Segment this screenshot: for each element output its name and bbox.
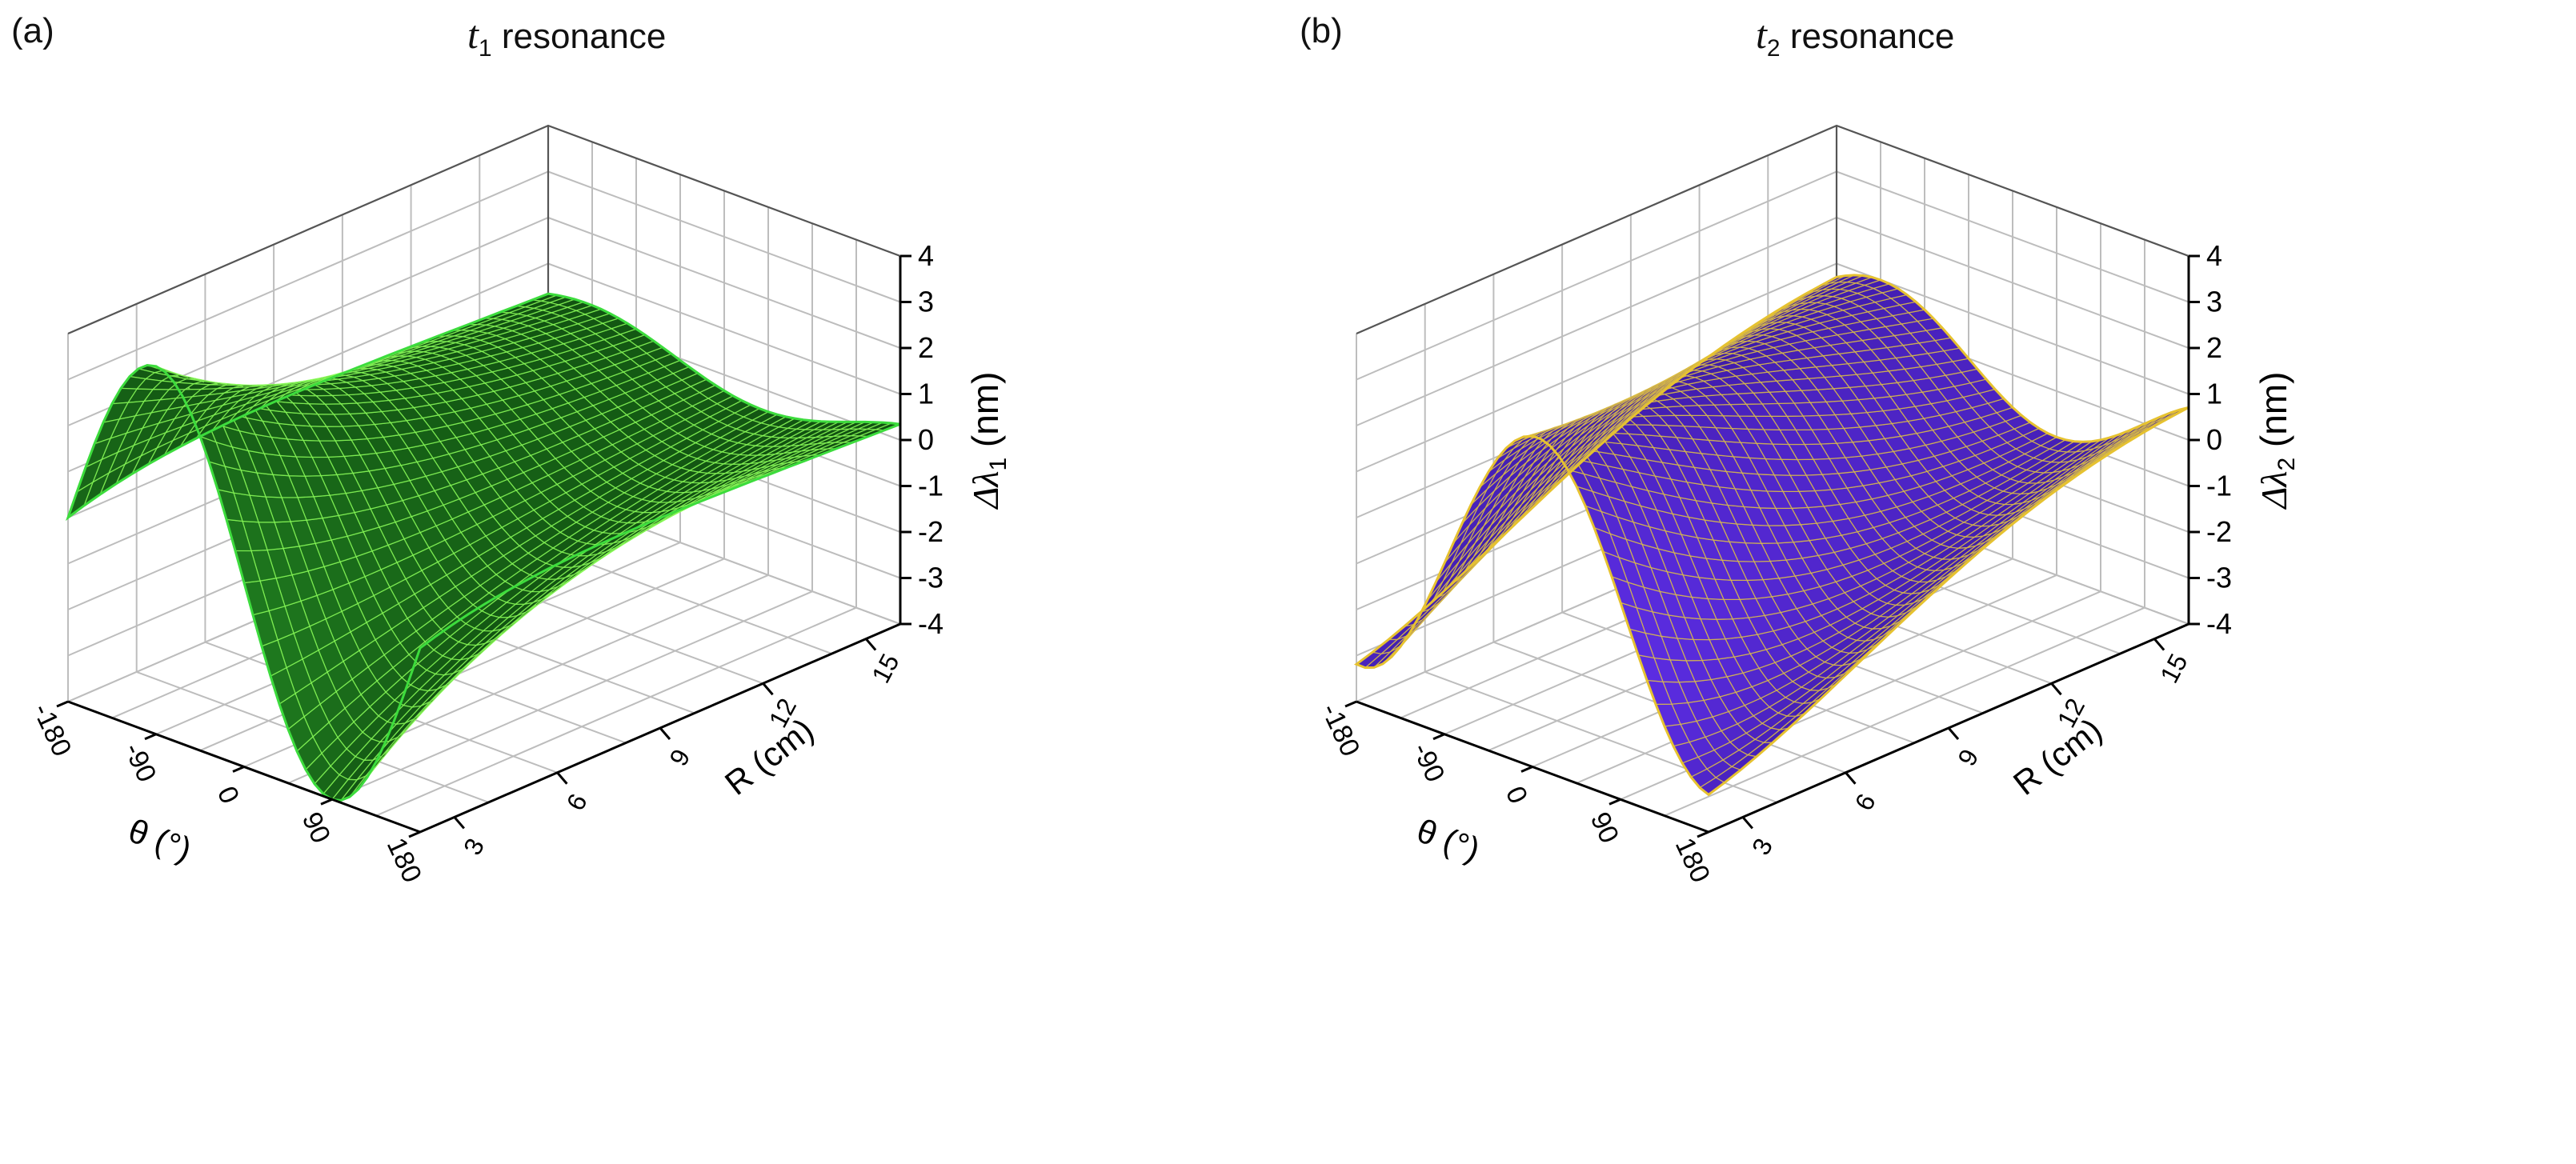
panel-a-title-symbol: t bbox=[467, 12, 479, 57]
z-tick-label: -4 bbox=[918, 607, 943, 640]
theta-tick bbox=[1520, 766, 1533, 773]
theta-tick bbox=[320, 798, 333, 806]
panel-b-tag: (b) bbox=[1300, 11, 1343, 50]
r-tick bbox=[762, 682, 774, 696]
theta-tick bbox=[408, 830, 421, 838]
surface-edge bbox=[65, 292, 901, 802]
theta-tick bbox=[1608, 798, 1621, 806]
theta-tick-label: -180 bbox=[26, 698, 77, 761]
r-tick bbox=[1845, 771, 1857, 785]
panel-b-title: t2 resonance bbox=[1756, 11, 1954, 62]
r-tick-label: 3 bbox=[1746, 834, 1778, 860]
theta-tick bbox=[144, 733, 157, 741]
z-tick-label: -1 bbox=[918, 470, 943, 502]
theta-tick bbox=[56, 700, 69, 708]
theta-tick-label: 180 bbox=[381, 834, 427, 887]
r-tick bbox=[556, 771, 568, 785]
r-axis-title: R (cm) bbox=[2006, 710, 2109, 802]
r-tick bbox=[2050, 682, 2062, 696]
theta-tick bbox=[1432, 733, 1445, 741]
theta-tick-label: 180 bbox=[1669, 834, 1716, 887]
theta-tick-label: -90 bbox=[1406, 738, 1450, 787]
panel-b: (b) t2 resonance -180 -90 0 90 180 3 6 9 12 15 -4-… bbox=[1288, 0, 2576, 1164]
theta-tick bbox=[232, 766, 245, 773]
z-tick-label: 4 bbox=[2206, 239, 2222, 272]
z-tick-label: -4 bbox=[2206, 607, 2232, 640]
r-tick bbox=[659, 727, 671, 740]
r-tick-label: 6 bbox=[1849, 789, 1881, 815]
r-tick-label: 3 bbox=[458, 834, 490, 860]
r-tick bbox=[453, 816, 465, 830]
z-tick-label: 3 bbox=[918, 286, 934, 318]
r-tick-label: 15 bbox=[2154, 649, 2193, 687]
r-tick-label: 15 bbox=[866, 649, 904, 687]
z-tick-label: -3 bbox=[2206, 562, 2232, 594]
z-tick-label: -2 bbox=[2206, 515, 2232, 548]
z-tick-label: -1 bbox=[2206, 470, 2232, 502]
floor-gridline bbox=[375, 606, 857, 817]
z-title-unit: (nm) bbox=[964, 372, 1006, 458]
r-tick-label: 9 bbox=[663, 745, 695, 771]
r-tick-label: 6 bbox=[561, 789, 593, 815]
theta-tick-label: 0 bbox=[1500, 782, 1533, 808]
z-tick-label: 3 bbox=[2206, 286, 2222, 318]
theta-axis-title: θ (°) bbox=[1412, 811, 1484, 868]
z-title-symbol: Δλ bbox=[2253, 471, 2294, 510]
floor-gridline bbox=[331, 590, 813, 801]
theta-tick-label: -90 bbox=[118, 738, 162, 787]
z-tick-label: 0 bbox=[2206, 423, 2222, 456]
panel-a-tag: (a) bbox=[11, 11, 54, 50]
surface-group bbox=[1353, 274, 2189, 797]
z-tick-label: 1 bbox=[2206, 378, 2222, 410]
r-axis-title: R (cm) bbox=[718, 710, 820, 802]
theta-tick-label: 90 bbox=[296, 807, 336, 847]
panel-a: (a) t1 resonance -180 -90 0 90 180 3 6 9 12 15 -4-… bbox=[11, 11, 1012, 887]
z-tick-label: 0 bbox=[918, 423, 934, 456]
r-tick bbox=[865, 638, 877, 651]
panel-b-title-subscript: 2 bbox=[1766, 34, 1781, 62]
r-tick bbox=[2153, 638, 2165, 651]
z-tick-label: -2 bbox=[918, 515, 943, 548]
z-tick-label: 1 bbox=[918, 378, 934, 410]
panel-b-title-text: resonance bbox=[1789, 17, 1955, 56]
z-tick-label: 2 bbox=[918, 331, 934, 364]
theta-tick-label: 0 bbox=[211, 782, 245, 808]
panel-b-title-symbol: t bbox=[1756, 12, 1767, 57]
z-title-subscript: 1 bbox=[985, 458, 1012, 471]
z-tick-label: -3 bbox=[918, 562, 943, 594]
z-tick-label: 2 bbox=[2206, 331, 2222, 364]
z-tick-label: 4 bbox=[918, 239, 934, 272]
z-title-subscript: 2 bbox=[2274, 458, 2300, 471]
surface-edge bbox=[1353, 274, 2189, 797]
r-tick bbox=[1741, 816, 1753, 830]
surface-group bbox=[65, 292, 901, 802]
theta-tick-label: -180 bbox=[1315, 698, 1365, 761]
panel-a-title: t1 resonance bbox=[467, 11, 666, 62]
z-axis-title: Δλ1 (nm) bbox=[964, 372, 1012, 510]
panel-a-title-subscript: 1 bbox=[478, 34, 492, 62]
theta-tick-label: 90 bbox=[1584, 807, 1625, 847]
r-tick bbox=[1947, 727, 1960, 740]
z-axis-title: Δλ2 (nm) bbox=[2253, 372, 2300, 510]
z-title-unit: (nm) bbox=[2253, 372, 2294, 458]
theta-tick bbox=[1344, 700, 1357, 708]
theta-tick bbox=[1697, 830, 1709, 838]
panel-a-title-text: resonance bbox=[501, 17, 667, 56]
z-title-symbol: Δλ bbox=[965, 471, 1006, 510]
theta-axis-title: θ (°) bbox=[123, 811, 196, 868]
floor-gridline bbox=[1664, 606, 2145, 817]
r-tick-label: 9 bbox=[1952, 745, 1984, 771]
